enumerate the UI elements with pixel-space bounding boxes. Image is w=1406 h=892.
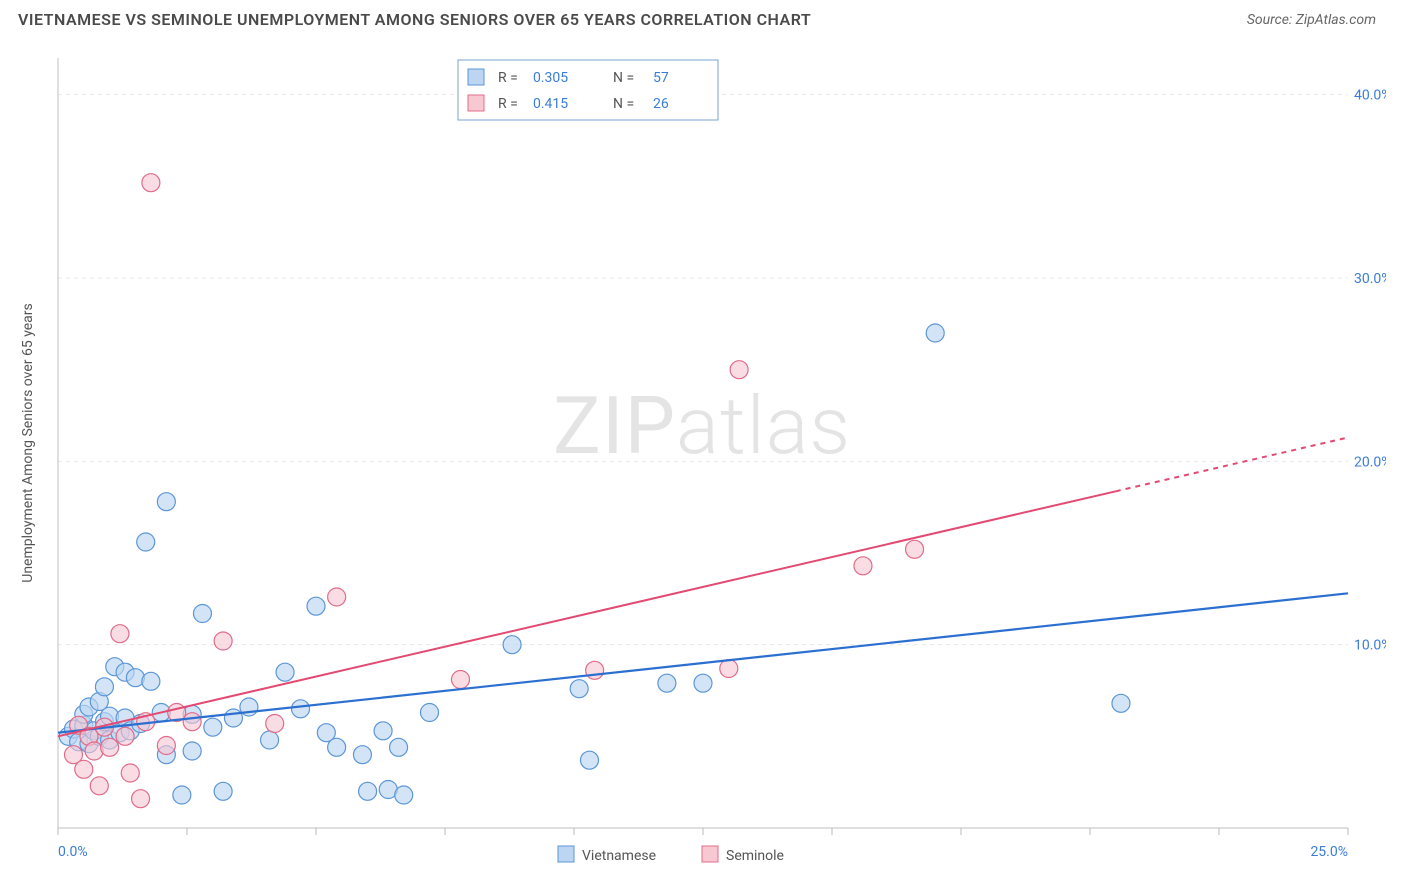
point-vietnamese [353, 746, 371, 764]
stats-r-label: R = [498, 96, 518, 112]
point-vietnamese [173, 786, 191, 804]
point-seminole [266, 715, 284, 733]
chart-container: 0.0% 25.0% 10.0% 20.0% 30.0% 40.0% Unemploymen… [18, 40, 1386, 880]
point-vietnamese [214, 782, 232, 800]
stats-swatch [468, 95, 484, 111]
series-vietnamese [59, 324, 1130, 804]
point-seminole [730, 361, 748, 379]
point-vietnamese [926, 324, 944, 342]
point-seminole [854, 557, 872, 575]
point-seminole [720, 660, 738, 678]
x-tick-label: 25.0% [1310, 844, 1348, 860]
point-seminole [90, 777, 108, 795]
point-vietnamese [328, 738, 346, 756]
point-seminole [214, 632, 232, 650]
source-attribution: Source: ZipAtlas.com [1247, 12, 1376, 28]
stats-n-label: N = [613, 70, 634, 86]
legend-swatch [558, 846, 574, 862]
y-tick-label: 20.0% [1354, 454, 1386, 470]
point-seminole [101, 738, 119, 756]
point-seminole [142, 174, 160, 192]
point-vietnamese [421, 704, 439, 722]
stats-r-value: 0.305 [533, 70, 568, 86]
point-vietnamese [503, 636, 521, 654]
y-tick-label: 30.0% [1354, 271, 1386, 287]
point-vietnamese [694, 674, 712, 692]
series-seminole [64, 174, 923, 808]
y-tick-label: 40.0% [1354, 88, 1386, 104]
point-seminole [116, 727, 134, 745]
stats-n-value: 57 [653, 70, 669, 86]
point-vietnamese [307, 597, 325, 615]
point-seminole [328, 588, 346, 606]
point-vietnamese [193, 605, 211, 623]
point-seminole [586, 661, 604, 679]
point-vietnamese [292, 700, 310, 718]
y-axis-label: Unemployment Among Seniors over 65 years [20, 303, 36, 583]
point-vietnamese [142, 672, 160, 690]
trendline-vietnamese [58, 593, 1348, 732]
source-prefix: Source: [1247, 12, 1296, 28]
x-tick-label: 0.0% [58, 844, 88, 860]
point-seminole [183, 713, 201, 731]
stats-r-label: R = [498, 70, 518, 86]
point-vietnamese [359, 782, 377, 800]
point-vietnamese [390, 738, 408, 756]
legend-swatch [702, 846, 718, 862]
point-vietnamese [276, 663, 294, 681]
point-vietnamese [204, 718, 222, 736]
point-seminole [121, 764, 139, 782]
legend-label: Vietnamese [582, 848, 656, 864]
point-vietnamese [157, 493, 175, 511]
point-vietnamese [395, 786, 413, 804]
point-seminole [157, 737, 175, 755]
point-seminole [451, 671, 469, 689]
point-vietnamese [261, 731, 279, 749]
point-vietnamese [95, 678, 113, 696]
correlation-scatter-chart: 0.0% 25.0% 10.0% 20.0% 30.0% 40.0% Unemploymen… [18, 40, 1386, 880]
y-tick-label: 10.0% [1354, 638, 1386, 654]
point-vietnamese [570, 680, 588, 698]
point-seminole [132, 790, 150, 808]
source-name: ZipAtlas.com [1296, 12, 1376, 28]
legend-label: Seminole [726, 848, 784, 864]
chart-title: VIETNAMESE VS SEMINOLE UNEMPLOYMENT AMON… [18, 10, 811, 29]
stats-r-value: 0.415 [533, 96, 568, 112]
trendline-seminole-extrapolated [1116, 438, 1348, 492]
trendline-seminole [58, 491, 1116, 736]
point-vietnamese [580, 751, 598, 769]
point-vietnamese [137, 533, 155, 551]
point-vietnamese [374, 722, 392, 740]
point-vietnamese [183, 742, 201, 760]
stats-n-value: 26 [653, 96, 669, 112]
stats-box [458, 60, 718, 120]
chart-header: VIETNAMESE VS SEMINOLE UNEMPLOYMENT AMON… [0, 0, 1406, 35]
stats-swatch [468, 69, 484, 85]
point-vietnamese [1112, 694, 1130, 712]
point-vietnamese [224, 709, 242, 727]
point-seminole [111, 625, 129, 643]
point-seminole [75, 760, 93, 778]
stats-n-label: N = [613, 96, 634, 112]
point-seminole [906, 540, 924, 558]
point-vietnamese [658, 674, 676, 692]
